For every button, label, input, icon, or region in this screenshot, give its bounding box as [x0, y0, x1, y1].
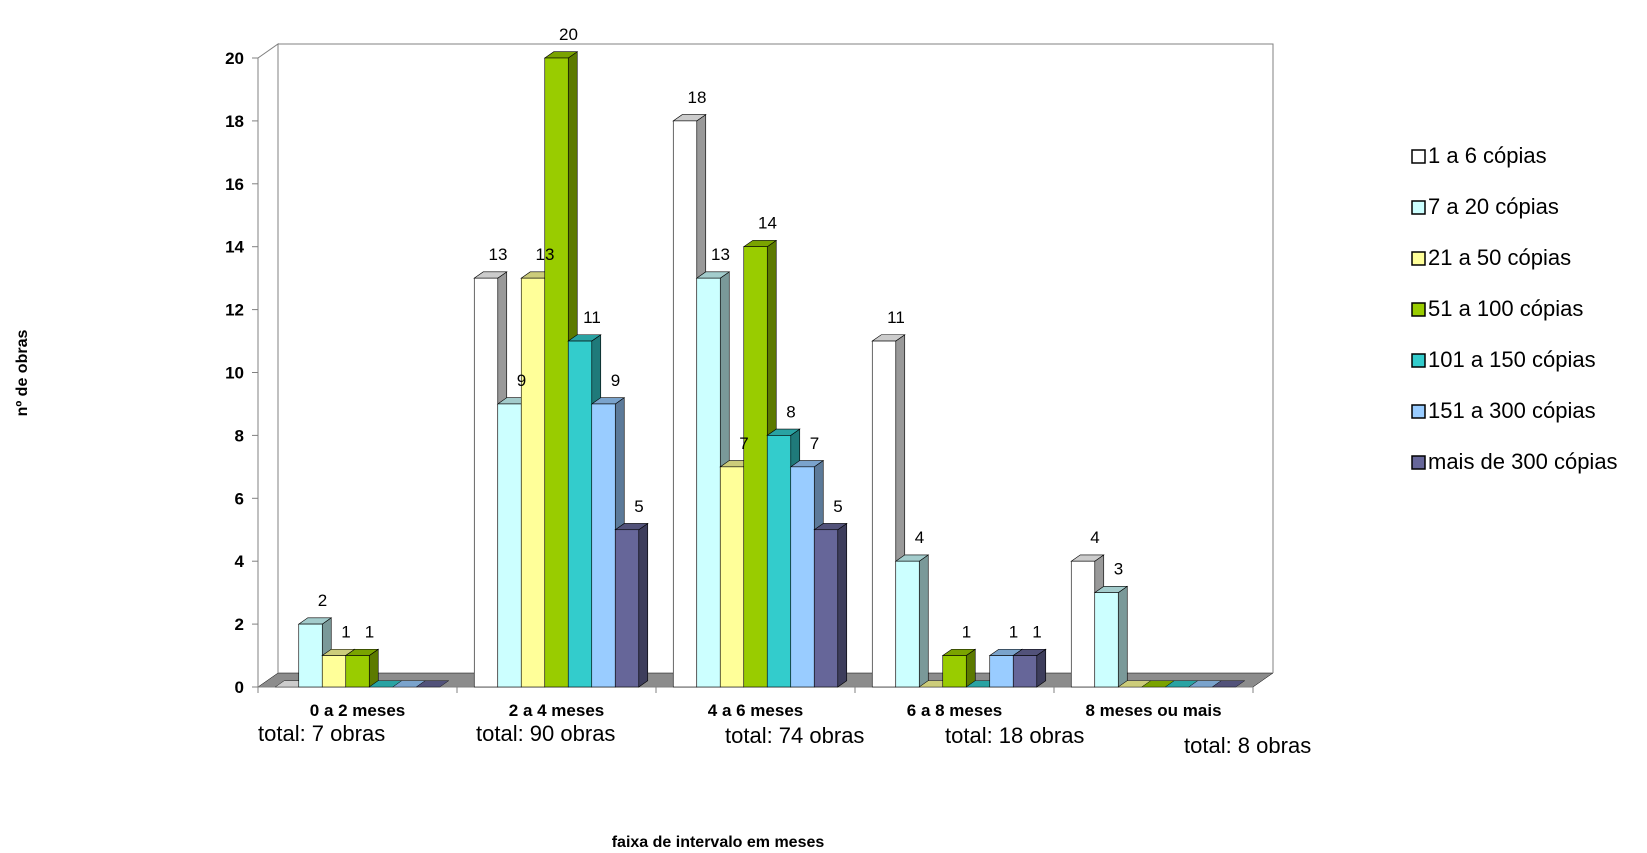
- data-label: 11: [887, 308, 905, 327]
- data-label: 11: [583, 308, 601, 327]
- x-axis: 0 a 2 meses 2 a 4 meses 4 a 6 meses 6 a 8 m…: [257, 686, 1254, 720]
- x-tick-label: 8 meses ou mais: [1085, 701, 1221, 720]
- bar: [742, 239, 778, 688]
- data-label: 7: [810, 434, 819, 453]
- side-wall: [257, 43, 279, 687]
- y-tick-label: 12: [225, 301, 244, 320]
- data-label: 4: [915, 528, 924, 547]
- legend: 1 a 6 cópias 7 a 20 cópias 21 a 50 cópias 5…: [1411, 143, 1618, 474]
- legend-item: 151 a 300 cópias: [1411, 398, 1596, 423]
- legend-swatch: [1411, 200, 1426, 215]
- legend-swatch: [1411, 149, 1426, 164]
- bar: [344, 648, 380, 688]
- x-tick-label: 2 a 4 meses: [509, 701, 604, 720]
- bar: [894, 554, 930, 688]
- y-tick-label: 20: [225, 49, 244, 68]
- x-tick-label: 6 a 8 meses: [907, 701, 1002, 720]
- bar: [813, 522, 848, 688]
- y-tick-label: 18: [225, 112, 244, 131]
- y-tick-label: 8: [235, 426, 244, 445]
- data-label: 13: [536, 245, 555, 264]
- data-label: 1: [1009, 623, 1018, 642]
- back-wall: [278, 43, 1274, 673]
- data-label: 5: [634, 497, 643, 516]
- y-tick-label: 4: [235, 552, 245, 571]
- data-label: 20: [559, 25, 578, 44]
- data-label: 5: [833, 497, 842, 516]
- data-label: 4: [1090, 528, 1099, 547]
- data-label: 8: [786, 402, 795, 421]
- legend-swatch: [1411, 455, 1426, 470]
- data-label: 1: [1032, 623, 1041, 642]
- x-axis-title: faixa de intervalo em meses: [612, 834, 825, 851]
- legend-swatch: [1411, 353, 1426, 368]
- y-tick-label: 16: [225, 175, 244, 194]
- bar: [415, 680, 450, 688]
- data-label: 9: [517, 371, 526, 390]
- legend-label: 151 a 300 cópias: [1428, 398, 1596, 423]
- legend-label: 7 a 20 cópias: [1428, 194, 1559, 219]
- y-tick-label: 6: [235, 489, 244, 508]
- y-tick-label: 0: [235, 678, 244, 697]
- data-label: 1: [962, 623, 971, 642]
- legend-item: 1 a 6 cópias: [1411, 143, 1547, 168]
- legend-item: 101 a 150 cópias: [1411, 347, 1596, 372]
- legend-item: 51 a 100 cópias: [1411, 296, 1583, 321]
- data-label: 7: [739, 434, 748, 453]
- legend-label: 1 a 6 cópias: [1428, 143, 1547, 168]
- legend-label: mais de 300 cópias: [1428, 449, 1618, 474]
- bar: [1012, 648, 1047, 688]
- data-label: 18: [688, 88, 707, 107]
- data-label: 1: [341, 623, 350, 642]
- x-tick-label: 4 a 6 meses: [708, 701, 803, 720]
- y-tick-label: 14: [225, 238, 244, 257]
- legend-label: 101 a 150 cópias: [1428, 347, 1596, 372]
- y-tick-label: 2: [235, 615, 244, 634]
- data-label: 13: [489, 245, 508, 264]
- legend-item: mais de 300 cópias: [1411, 449, 1618, 474]
- data-label: 2: [318, 591, 327, 610]
- legend-swatch: [1411, 251, 1426, 266]
- legend-label: 21 a 50 cópias: [1428, 245, 1571, 270]
- legend-item: 21 a 50 cópias: [1411, 245, 1571, 270]
- y-axis-title: nº de obras: [14, 330, 31, 417]
- bar: [941, 648, 977, 688]
- bar: [1093, 585, 1129, 688]
- data-label: 9: [611, 371, 620, 390]
- bar: [1211, 680, 1246, 688]
- bars-layer: [274, 51, 1246, 688]
- legend-label: 51 a 100 cópias: [1428, 296, 1583, 321]
- legend-item: 7 a 20 cópias: [1411, 194, 1559, 219]
- y-tick-label: 10: [225, 364, 244, 383]
- x-tick-label: 0 a 2 meses: [310, 701, 405, 720]
- data-label: 14: [758, 214, 777, 233]
- bar: [614, 522, 649, 688]
- data-label: 3: [1114, 560, 1123, 579]
- data-label: 1: [365, 623, 374, 642]
- legend-swatch: [1411, 404, 1426, 419]
- legend-swatch: [1411, 302, 1426, 317]
- y-axis: 0 2 4 6 8 10 12 14 16 18 20: [225, 49, 259, 697]
- data-label: 13: [711, 245, 730, 264]
